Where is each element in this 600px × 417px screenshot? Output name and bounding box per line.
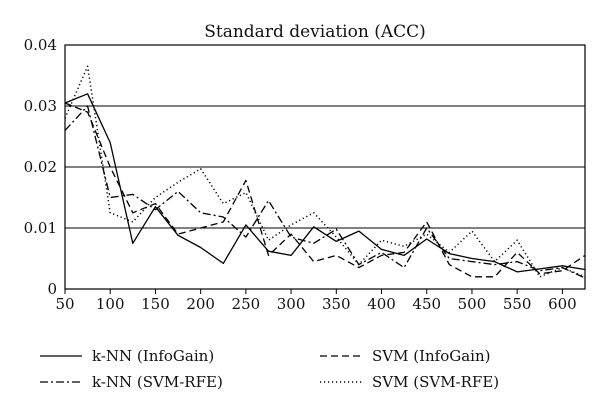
x-tick-label: 150 (141, 295, 170, 313)
x-axis-ticks: 50 100 150 200 250 300 350 400 450 500 550 600 (55, 289, 577, 313)
legend: k-NN (InfoGain) SVM (InfoGain) k-NN (SVM-R… (40, 347, 499, 391)
series-line-1 (64, 93, 586, 273)
x-tick-label: 350 (322, 295, 351, 313)
grid-lines (65, 105, 585, 229)
x-tick-label: 200 (186, 295, 215, 313)
x-tick-label: 500 (458, 295, 487, 313)
series-line-4 (64, 65, 586, 278)
legend-label-3: k-NN (SVM-RFE) (92, 373, 223, 391)
y-tick-label: 0.02 (24, 158, 57, 176)
x-tick-label: 600 (548, 295, 577, 313)
x-tick-label: 250 (232, 295, 261, 313)
x-tick-label: 450 (412, 295, 441, 313)
x-tick-label: 550 (503, 295, 532, 313)
y-axis-ticks: 0 0.01 0.02 0.03 0.04 (24, 36, 57, 298)
x-tick-label: 100 (96, 295, 125, 313)
y-tick-label: 0 (47, 280, 57, 298)
y-tick-label: 0.04 (24, 36, 57, 54)
chart-title: Standard deviation (ACC) (204, 22, 426, 42)
y-tick-label: 0.01 (24, 219, 57, 237)
series-line-2 (64, 102, 586, 278)
series-lines (64, 65, 586, 279)
x-tick-label: 400 (367, 295, 396, 313)
legend-label-4: SVM (SVM-RFE) (372, 373, 499, 391)
y-tick-label: 0.03 (24, 97, 57, 115)
plot-frame (64, 44, 586, 290)
x-tick-label: 300 (277, 295, 306, 313)
legend-label-2: SVM (InfoGain) (372, 347, 491, 365)
x-tick-label: 50 (55, 295, 74, 313)
legend-label-1: k-NN (InfoGain) (92, 347, 214, 365)
